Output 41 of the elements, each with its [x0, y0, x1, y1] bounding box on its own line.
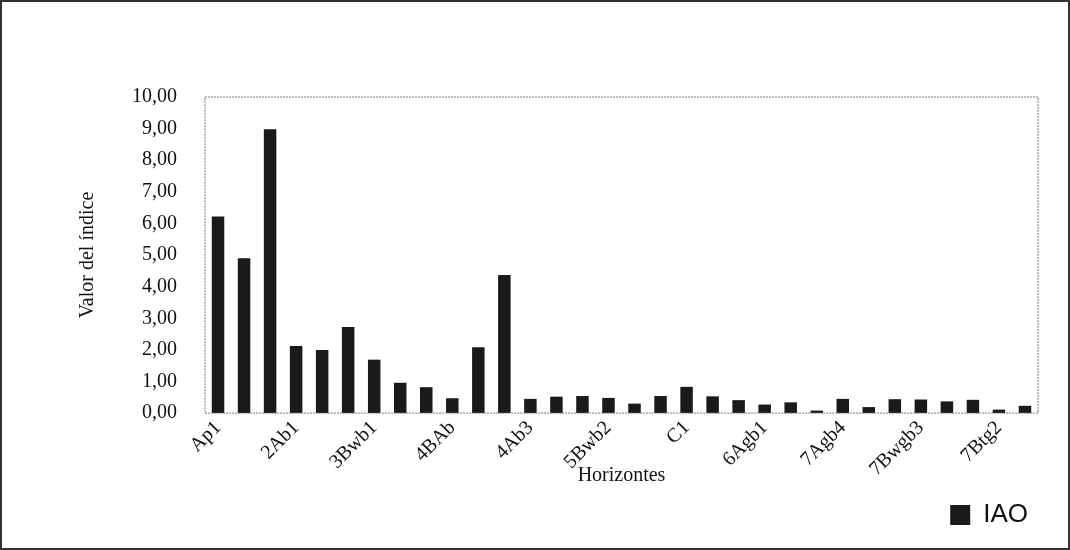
bar [706, 396, 719, 414]
y-tick-label: 3,00 [142, 305, 177, 328]
y-tick-label: 2,00 [142, 337, 177, 360]
x-axis-title: Horizontes [577, 463, 666, 486]
bar [211, 216, 225, 414]
y-tick-label: 6,00 [142, 210, 177, 233]
bar [524, 398, 537, 414]
bar [446, 398, 459, 414]
bar [393, 382, 407, 414]
y-tick-label: 5,00 [142, 242, 177, 265]
y-tick-label: 10,00 [132, 84, 177, 107]
bar [289, 346, 303, 414]
bar [836, 398, 850, 414]
bar [341, 327, 355, 414]
bar [550, 396, 563, 414]
bar [940, 401, 954, 414]
bar [654, 396, 667, 414]
bar [472, 347, 485, 414]
y-tick-label: 8,00 [142, 147, 177, 170]
y-tick-label: 9,00 [142, 115, 177, 138]
bar [602, 397, 615, 414]
y-tick-label: 0,00 [142, 400, 177, 423]
y-axis-title: Valor del índice [75, 191, 98, 319]
bar [237, 258, 251, 414]
bar [784, 402, 797, 414]
bar [420, 387, 433, 414]
bar [315, 349, 329, 414]
bar [498, 274, 511, 414]
x-tick-label: C1 [661, 415, 694, 448]
bar [888, 399, 902, 414]
x-tick-label: Ap1 [184, 415, 226, 457]
y-tick-label: 1,00 [142, 368, 177, 391]
bar [732, 400, 745, 414]
y-tick-label: 4,00 [142, 273, 177, 296]
y-tick-label: 7,00 [142, 179, 177, 202]
bar [367, 359, 381, 414]
bar [628, 403, 641, 414]
bar [576, 396, 589, 414]
bar [263, 129, 277, 414]
legend-label: IAO [983, 498, 1029, 529]
bar [680, 386, 693, 414]
